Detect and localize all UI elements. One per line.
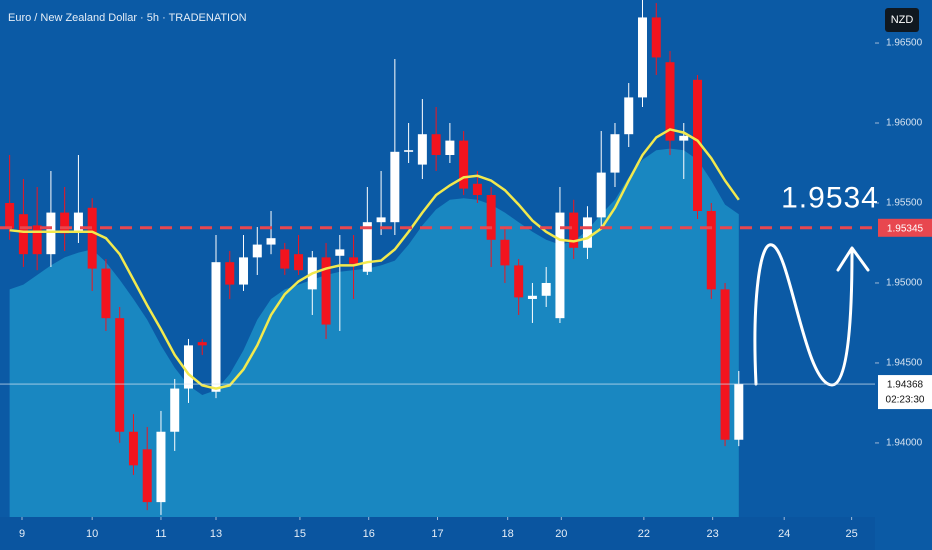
- candle-body: [596, 172, 606, 218]
- countdown-label: 02:23:30: [886, 395, 925, 406]
- candle-body: [225, 262, 235, 285]
- candle-body: [197, 342, 207, 346]
- projection-arrowhead: [836, 246, 870, 272]
- candle-body: [679, 135, 689, 141]
- x-tick-label: 23: [707, 528, 719, 540]
- level-price-label: 1.95345: [887, 223, 924, 234]
- candle-body: [417, 134, 427, 165]
- currency-label: NZD: [891, 14, 914, 26]
- x-tick-label: 25: [845, 528, 857, 540]
- candle-body: [472, 183, 482, 195]
- candle-body: [486, 194, 496, 240]
- candle-body: [624, 97, 634, 135]
- level-annotation: 1.9534: [781, 182, 879, 215]
- candle-body: [170, 388, 180, 432]
- candle-body: [431, 134, 441, 156]
- projection-wave: [753, 243, 854, 387]
- candle-body: [156, 431, 166, 503]
- x-tick-label: 15: [294, 528, 306, 540]
- candle-body: [734, 384, 744, 440]
- currency-box: [885, 8, 919, 32]
- candle-body: [693, 79, 703, 211]
- x-axis-strip: [0, 517, 875, 550]
- candle-body: [18, 214, 28, 255]
- x-tick-label: 22: [638, 528, 650, 540]
- candle-body: [500, 239, 510, 266]
- candle-body: [514, 265, 524, 298]
- candle-body: [720, 289, 730, 440]
- moving-average: [9, 128, 740, 390]
- x-tick-label: 9: [19, 528, 25, 540]
- candle-body: [239, 257, 249, 285]
- candle-body: [665, 62, 675, 141]
- candle-body: [252, 244, 262, 258]
- candle-body: [46, 212, 56, 255]
- candle-body: [362, 222, 372, 272]
- candle-body: [445, 140, 455, 156]
- candle-body: [459, 140, 469, 189]
- area-fill: [9, 148, 739, 517]
- y-tick-label: 1.95000: [886, 278, 923, 289]
- candle-body: [60, 212, 70, 234]
- last-price-box: [878, 375, 932, 410]
- y-tick-label: 1.96000: [886, 118, 923, 129]
- candle-body: [115, 318, 125, 432]
- candle-body: [5, 202, 15, 229]
- x-tick-label: 24: [778, 528, 790, 540]
- y-tick-label: 1.94000: [886, 438, 923, 449]
- candle-body: [651, 17, 661, 58]
- candle-body: [555, 212, 565, 319]
- candle-body: [390, 151, 400, 223]
- candle-body: [335, 249, 345, 256]
- last-price-label: 1.94368: [887, 380, 924, 391]
- y-tick-label: 1.95500: [886, 198, 923, 209]
- candle-body: [87, 207, 97, 269]
- x-tick-label: 16: [363, 528, 375, 540]
- chart-title: Euro / New Zealand Dollar · 5h · TRADENA…: [8, 12, 247, 24]
- candle-body: [349, 257, 359, 264]
- candle-body: [280, 249, 290, 269]
- candle-body: [706, 210, 716, 290]
- candle-body: [142, 449, 152, 503]
- y-tick-label: 1.96500: [886, 38, 923, 49]
- candle-body: [404, 150, 414, 152]
- candle-body: [101, 268, 111, 319]
- y-tick-label: 1.94500: [886, 358, 923, 369]
- x-tick-label: 10: [86, 528, 98, 540]
- x-tick-label: 20: [555, 528, 567, 540]
- level-price-box: [878, 218, 932, 237]
- candle-body: [128, 431, 138, 466]
- candle-body: [582, 217, 592, 248]
- candle-body: [321, 257, 331, 325]
- candle-body: [569, 212, 579, 248]
- candle-body: [211, 262, 221, 392]
- x-tick-label: 18: [502, 528, 514, 540]
- candle-body: [376, 217, 386, 223]
- candle-body: [266, 238, 276, 245]
- x-tick-label: 11: [155, 528, 166, 540]
- candle-body: [527, 295, 537, 299]
- x-tick-label: 17: [431, 528, 443, 540]
- x-tick-label: 13: [210, 528, 222, 540]
- candle-body: [32, 225, 42, 255]
- candle-body: [541, 282, 551, 296]
- candle-body: [73, 212, 83, 232]
- candle-body: [637, 17, 647, 98]
- candle-body: [294, 254, 304, 271]
- candle-body: [183, 345, 193, 389]
- candle-body: [610, 134, 620, 173]
